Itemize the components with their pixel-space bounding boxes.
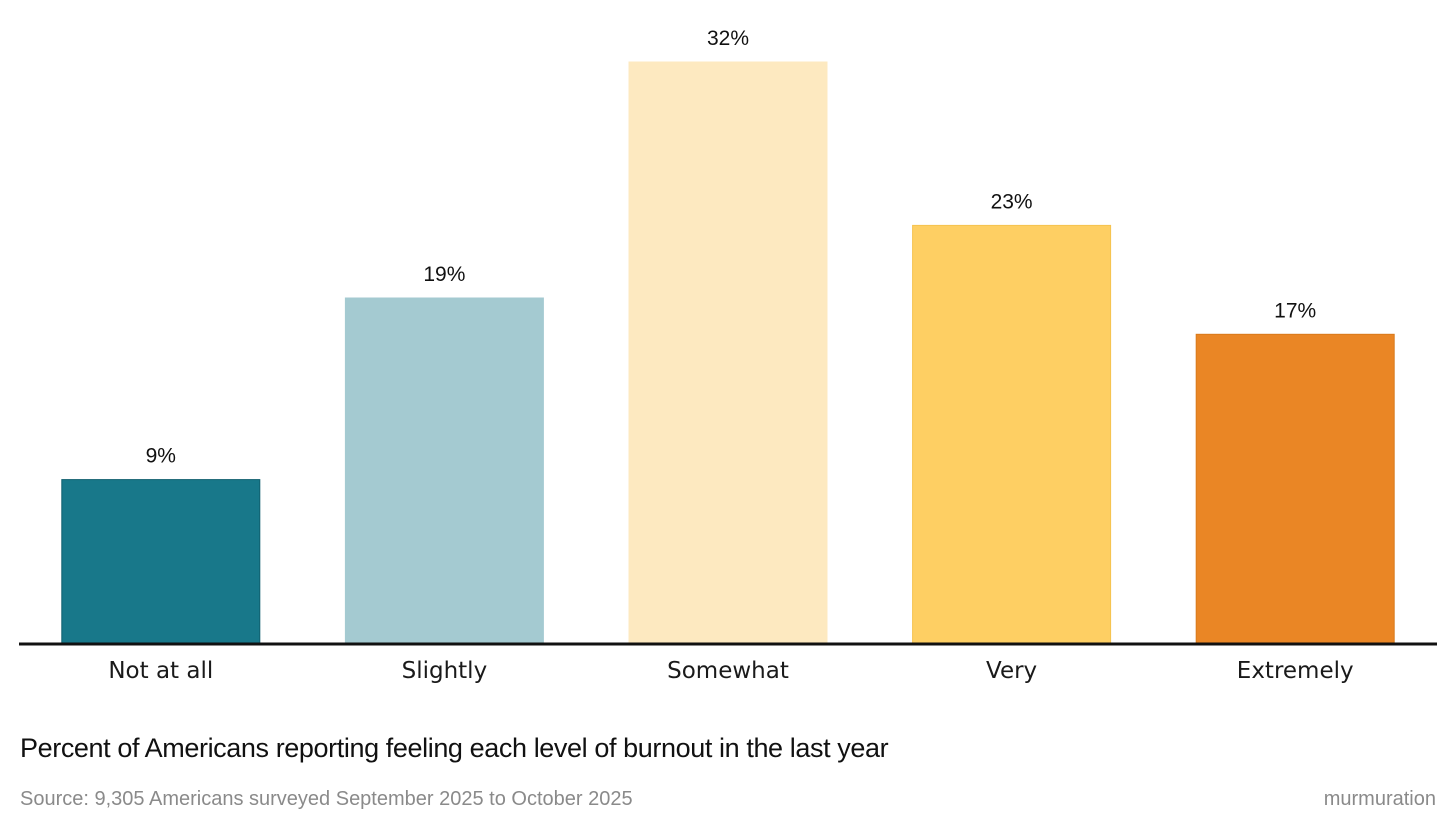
brand-logo-text: murmuration <box>1323 788 1436 810</box>
value-label-not-at-all: 9% <box>146 445 176 468</box>
value-label-very: 23% <box>991 190 1033 213</box>
bar-very <box>912 224 1112 644</box>
category-label-extremely: Extremely <box>1237 658 1354 684</box>
value-label-somewhat: 32% <box>707 27 749 50</box>
category-label-not-at-all: Not at all <box>108 658 213 684</box>
bars-layer <box>61 61 1395 644</box>
bar-not-at-all <box>61 479 261 644</box>
category-label-very: Very <box>986 658 1037 684</box>
category-label-slightly: Slightly <box>402 658 488 684</box>
category-label-somewhat: Somewhat <box>667 658 789 684</box>
bar-somewhat <box>628 61 828 644</box>
value-labels-layer: 9% 19% 32% 23% 17% <box>146 27 1317 468</box>
value-label-slightly: 19% <box>423 263 465 286</box>
chart-caption: Percent of Americans reporting feeling e… <box>20 733 889 763</box>
category-labels-layer: Not at all Slightly Somewhat Very Extremely <box>108 658 1353 684</box>
bar-chart: 9% 19% 32% 23% 17% Not at all Slightly Somewha… <box>19 27 1437 684</box>
source-note: Source: 9,305 Americans surveyed Septemb… <box>20 788 633 810</box>
value-label-extremely: 17% <box>1274 299 1316 322</box>
bar-slightly <box>344 297 544 644</box>
bar-extremely <box>1195 333 1395 644</box>
